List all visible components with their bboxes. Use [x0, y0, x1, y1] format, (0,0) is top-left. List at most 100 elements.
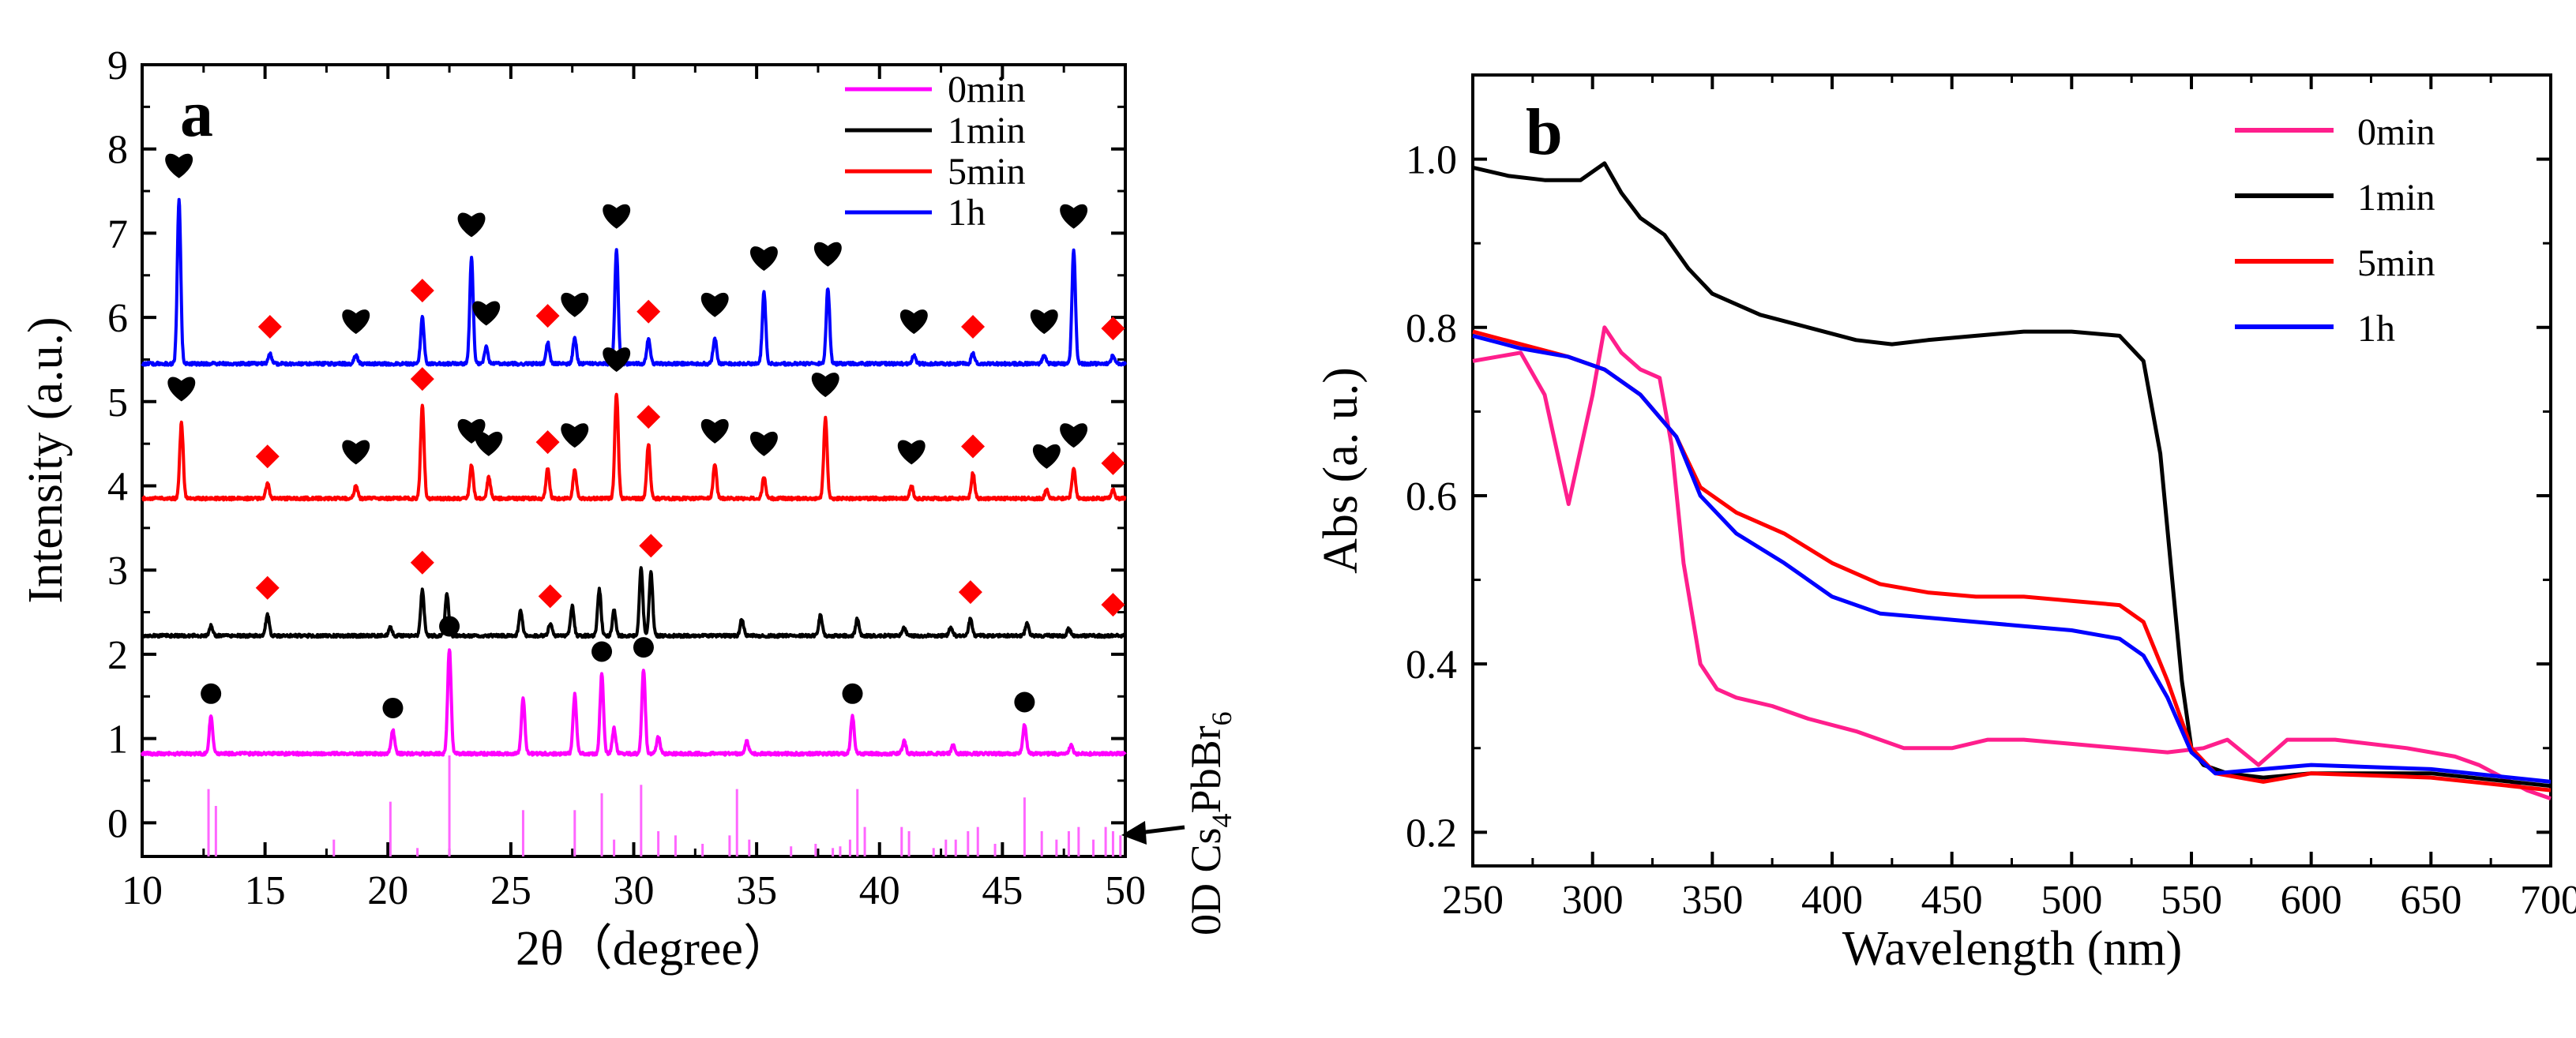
panel-a-y-tick-label: 7 — [107, 212, 128, 257]
panel-b-x-tick-label: 550 — [2161, 878, 2222, 923]
panel-b-y-tick-label: 0.2 — [1406, 811, 1457, 856]
panel-a-y-tick-label: 1 — [107, 718, 128, 763]
panel-a-series — [141, 197, 1127, 856]
panel-a-y-tick-label: 2 — [107, 633, 128, 678]
diamond-marker — [958, 580, 982, 605]
heart-marker — [475, 431, 503, 456]
panel-b-x-tick-label: 450 — [1921, 878, 1983, 923]
diamond-marker — [535, 304, 560, 328]
heart-marker — [167, 377, 196, 402]
panel-b-y-tick-label: 0.6 — [1406, 474, 1457, 519]
panel-b-series — [1472, 161, 2552, 801]
panel-a-y-axis-title: Intensity (a.u.) — [19, 317, 73, 603]
heart-marker — [700, 418, 729, 444]
diamond-marker — [961, 434, 986, 459]
circle-marker — [633, 637, 654, 658]
series-line-5min — [1472, 329, 2552, 793]
panel-b-x-tick-label: 350 — [1681, 878, 1743, 923]
diamond-marker — [639, 534, 663, 558]
heart-marker — [899, 309, 928, 335]
heart-marker — [342, 309, 370, 335]
panel-a-label: a — [180, 77, 213, 151]
series-line-1min — [141, 566, 1127, 639]
heart-marker — [561, 423, 589, 448]
heart-marker — [165, 153, 193, 178]
heart-marker — [472, 301, 501, 326]
diamond-marker — [257, 314, 282, 339]
diamond-marker — [1101, 451, 1125, 475]
panel-a-peak-markers — [165, 153, 1125, 718]
legend-label-5min: 5min — [948, 151, 1026, 193]
panel-a-y-tick-label: 6 — [107, 296, 128, 341]
diamond-marker — [961, 314, 986, 339]
diamond-marker — [255, 575, 280, 600]
panel-b-x-tick-label: 600 — [2281, 878, 2342, 923]
legend-label-1h: 1h — [948, 192, 986, 234]
series-line-0min — [1472, 325, 2552, 801]
heart-marker — [561, 292, 589, 317]
panel-b-x-tick-label: 300 — [1562, 878, 1624, 923]
diamond-marker — [410, 279, 434, 303]
circle-marker — [382, 697, 404, 718]
panel-b-x-tick-label: 500 — [2041, 878, 2102, 923]
panel-b-x-tick-label: 400 — [1801, 878, 1863, 923]
panel-a-x-tick-label: 35 — [736, 868, 777, 913]
circle-marker — [201, 683, 222, 704]
heart-marker — [1060, 204, 1088, 229]
legend-label-5min: 5min — [2357, 242, 2435, 284]
panel-a-y-tick-label: 5 — [107, 380, 128, 425]
circle-marker — [842, 683, 863, 704]
panel-b-y-axis-title: Abs (a. u.) — [1314, 367, 1368, 574]
heart-marker — [457, 212, 486, 238]
diamond-marker — [410, 367, 434, 392]
diamond-marker — [410, 550, 434, 575]
diamond-marker — [535, 430, 560, 455]
panel-a-x-tick-label: 20 — [367, 868, 408, 913]
panel-a-y-tick-label: 9 — [107, 43, 128, 88]
panel-b-ticks: 250 300 350 400 450 500 550 600 650 700 0.2 0.4 0.6 0… — [1406, 75, 2576, 923]
diamond-marker — [1101, 317, 1125, 341]
panel-b-y-tick-label: 0.8 — [1406, 306, 1457, 351]
diamond-marker — [255, 444, 280, 469]
series-line-1h — [1472, 333, 2552, 784]
heart-marker — [603, 204, 631, 229]
panel-b-label: b — [1526, 96, 1563, 169]
circle-marker — [591, 641, 613, 662]
series-line-5min — [141, 392, 1127, 502]
heart-marker — [1030, 309, 1058, 335]
legend-label-0min: 0min — [948, 69, 1026, 111]
panel-b-x-tick-label: 650 — [2400, 878, 2461, 923]
legend-label-0min: 0min — [2357, 111, 2435, 153]
panel-b-absorption-chart: 250 300 350 400 450 500 550 600 650 700 0.2 0.4 0.6 0… — [1314, 73, 2576, 976]
heart-marker — [700, 292, 729, 317]
panel-a-x-axis-title: 2θ（degree） — [516, 922, 792, 976]
reference-arrow — [1121, 821, 1185, 845]
heart-marker — [342, 440, 370, 465]
heart-marker — [813, 242, 842, 267]
panel-a-y-tick-label: 3 — [107, 549, 128, 594]
panel-b-x-axis-title: Wavelength (nm) — [1842, 922, 2183, 976]
series-line-0min — [141, 648, 1127, 757]
panel-b-x-tick-label: 250 — [1442, 878, 1504, 923]
heart-marker — [811, 373, 839, 398]
panel-a-x-tick-label: 45 — [982, 868, 1023, 913]
circle-marker — [439, 616, 460, 637]
diamond-marker — [538, 584, 562, 609]
panel-a-x-tick-label: 40 — [859, 868, 900, 913]
panel-a-y-tick-label: 0 — [107, 801, 128, 846]
heart-marker — [897, 440, 926, 465]
heart-marker — [1032, 444, 1061, 469]
circle-marker — [1014, 691, 1035, 713]
heart-marker — [603, 347, 631, 373]
panel-b-y-tick-label: 1.0 — [1406, 138, 1457, 183]
heart-marker — [750, 431, 778, 456]
series-line-1h — [141, 197, 1127, 367]
diamond-marker — [636, 299, 661, 324]
panel-b-legend: 0min 1min 5min 1h — [2235, 111, 2435, 350]
panel-a-x-tick-label: 25 — [490, 868, 531, 913]
diamond-marker — [636, 405, 661, 429]
